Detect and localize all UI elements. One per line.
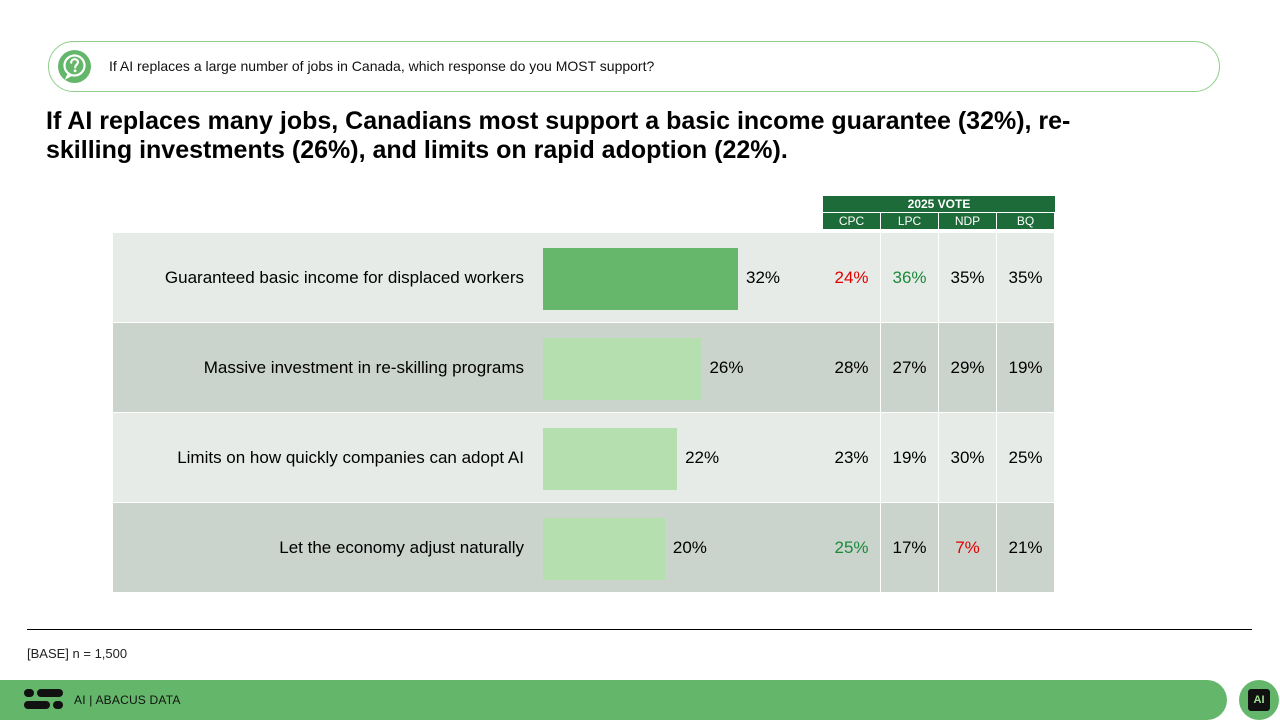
column-header-cpc: CPC <box>823 213 880 229</box>
table-row: Limits on how quickly companies can adop… <box>113 413 823 502</box>
column-header-ndp: NDP <box>939 213 996 229</box>
vote-cell-cpc: 24% <box>823 233 880 322</box>
table-row: Let the economy adjust naturally <box>113 503 823 592</box>
question-box: If AI replaces a large number of jobs in… <box>48 41 1220 92</box>
vote-cell-cpc: 28% <box>823 323 880 412</box>
bar <box>543 337 702 400</box>
bar-value-label: 26% <box>709 358 744 377</box>
vote-group-header: 2025 VOTE <box>823 196 1055 212</box>
divider <box>27 629 1252 630</box>
bar-value-label: 20% <box>672 538 707 557</box>
category-label: Massive investment in re-skilling progra… <box>203 358 524 377</box>
vote-cell-ndp: 30% <box>939 413 996 502</box>
bar-value-label: 32% <box>746 268 781 287</box>
vote-cell-lpc: 17% <box>881 503 938 592</box>
vote-cell-cpc: 23% <box>823 413 880 502</box>
footer-text: AI | ABACUS DATA <box>74 693 181 707</box>
column-header-lpc: LPC <box>881 213 938 229</box>
bar-value-label: 22% <box>685 448 720 467</box>
vote-cell-bq: 21% <box>997 503 1054 592</box>
vote-cell-cpc: 25% <box>823 503 880 592</box>
page-title: If AI replaces many jobs, Canadians most… <box>46 107 1071 164</box>
vote-cell-bq: 25% <box>997 413 1054 502</box>
ai-badge-text: AI <box>1248 689 1270 711</box>
bar <box>543 247 738 310</box>
bar <box>543 427 678 490</box>
table-row: Massive investment in re-skilling progra… <box>113 323 823 412</box>
vote-cell-lpc: 36% <box>881 233 938 322</box>
vote-cell-bq: 19% <box>997 323 1054 412</box>
category-label: Limits on how quickly companies can adop… <box>177 448 524 467</box>
question-text: If AI replaces a large number of jobs in… <box>109 58 655 74</box>
vote-cell-ndp: 29% <box>939 323 996 412</box>
ai-chip-icon: AI <box>1239 680 1279 720</box>
question-icon <box>58 50 91 83</box>
vote-cell-lpc: 19% <box>881 413 938 502</box>
base-note: [BASE] n = 1,500 <box>27 646 128 661</box>
bar <box>543 517 665 580</box>
vote-cell-ndp: 35% <box>939 233 996 322</box>
category-label: Let the economy adjust naturally <box>279 538 524 557</box>
column-header-bq: BQ <box>997 213 1054 229</box>
footer-bar <box>0 680 1227 720</box>
vote-cell-bq: 35% <box>997 233 1054 322</box>
abacus-logo-icon <box>24 689 64 716</box>
category-label: Guaranteed basic income for displaced wo… <box>164 268 524 287</box>
vote-cell-ndp: 7% <box>939 503 996 592</box>
vote-cell-lpc: 27% <box>881 323 938 412</box>
